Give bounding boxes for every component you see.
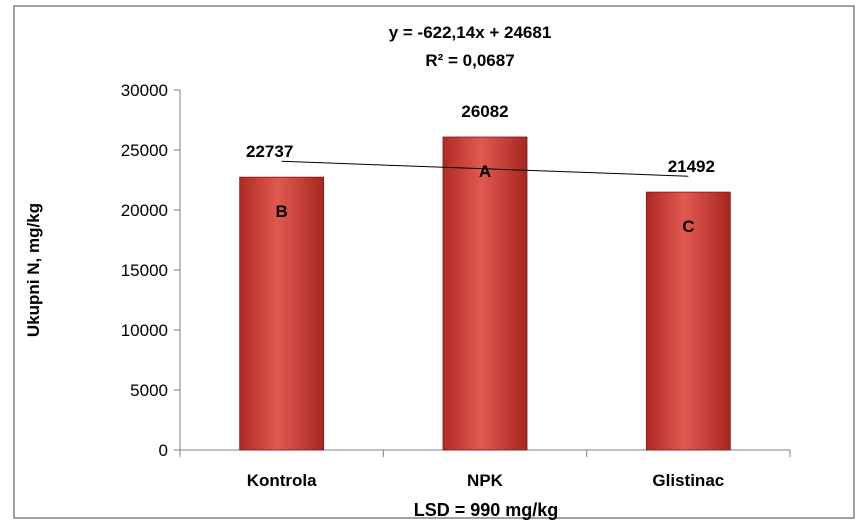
group-letter: B: [276, 202, 288, 221]
data-label: 26082: [461, 102, 508, 121]
plot-area: 0 5000 10000 15000 20000 25000 30000 Kontrola B N…: [121, 81, 791, 490]
y-tick-label: 5000: [130, 381, 168, 400]
bar: [645, 191, 731, 451]
group-letter: A: [479, 162, 491, 181]
x-tick-label: NPK: [467, 471, 504, 490]
x-axis-label: LSD = 990 mg/kg: [414, 500, 559, 520]
y-tick-label: 25000: [121, 141, 168, 160]
y-tick-label: 0: [159, 441, 168, 460]
y-tick-label: 10000: [121, 321, 168, 340]
data-label: 21492: [668, 157, 715, 176]
group-letter: C: [682, 217, 694, 236]
x-tick-label: Glistinac: [652, 471, 724, 490]
y-axis-label: Ukupni N, mg/kg: [24, 203, 43, 337]
trendline: [281, 160, 689, 177]
bar: [239, 176, 325, 451]
x-tick-label: Kontrola: [247, 471, 317, 490]
y-tick-label: 15000: [121, 261, 168, 280]
bar: [442, 136, 528, 451]
trendline-r2: R² = 0,0687: [425, 51, 514, 70]
y-tick-label: 30000: [121, 81, 168, 100]
trendline-equation: y = -622,14x + 24681: [389, 23, 552, 42]
data-label: 22737: [246, 142, 293, 161]
y-tick-label: 20000: [121, 201, 168, 220]
